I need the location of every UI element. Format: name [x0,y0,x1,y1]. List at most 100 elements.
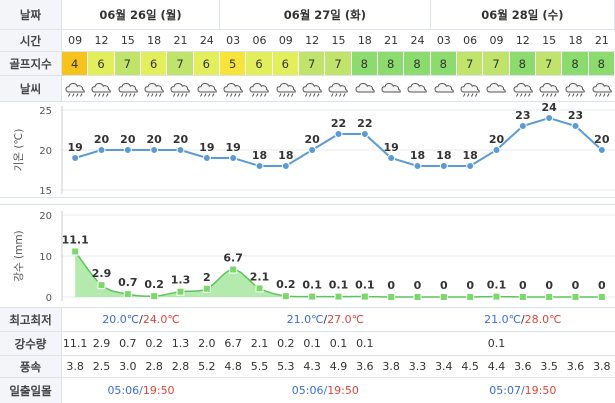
sun-cell: 05:07/19:50 [431,378,615,403]
temperature-point [123,146,132,154]
rain-data-label: 2.9 [92,267,112,280]
golf-index-cell: 7 [457,52,484,75]
golf-index-cell: 8 [378,52,405,75]
temperature-data-label: 19 [384,141,399,154]
temperature-data-label: 22 [331,117,346,130]
rain-amount-cell [404,332,430,355]
temperature-data-label: 20 [120,133,136,146]
minmax-cells: 20.0℃/24.0℃ 21.0℃/27.0℃ 21.0℃/28.0℃ [62,308,615,331]
temperature-point [413,162,422,170]
y-tick-label: 20 [39,146,52,157]
wind-speed-cell: 3.5 [540,360,558,373]
sunrise-time: 05:06 [107,384,140,397]
temperature-point [597,146,606,154]
wind-speed-cell: 3.6 [566,360,585,373]
cloud-icon [381,82,401,92]
rain-point [466,293,475,301]
wind-speed-cell: 3.4 [435,360,453,373]
wind-speed-cell: 3.0 [119,360,137,373]
rain-amount-label: 강수량 [0,332,62,355]
golf-index-cell: 7 [114,52,141,75]
rain-cloud-icon [328,82,349,97]
temperature-data-label: 20 [94,133,110,146]
golf-index-cell: 8 [351,52,378,75]
golf-index-cell: 6 [193,52,220,75]
weather-cell [352,76,378,101]
rain-cloud-icon [513,82,533,97]
golf-index-cell: 7 [536,52,563,75]
temperature-data-label: 23 [568,109,583,122]
temperature-chart: 기온 (℃) 15 20 25 19 20 20 20 20 19 19 18 18 20 22 22 19 18… [13,102,615,197]
golf-index-label: 골프지수 [0,52,62,75]
rain-data-label: 0 [598,279,606,292]
rain-amount-cell [431,332,457,355]
sun-cells: 05:06/19:50 05:06/19:50 05:07/19:50 [62,378,615,403]
min-temp: 21.0℃ [484,313,521,326]
rain-cloud-icon [91,82,112,97]
hour-cell: 21 [173,34,188,47]
rain-cloud-icon [65,82,85,97]
rain-amount-cell: 6.7 [224,337,242,350]
wind-speed-cell: 3.6 [356,360,374,373]
rain-point [229,265,238,274]
rain-cloud-icon [144,82,164,97]
weather-cell [589,76,615,101]
temperature-point [176,146,185,154]
temperature-point [571,122,580,130]
hour-cell: 24 [410,34,425,47]
day-header: 06월 27일 (화) [220,0,431,29]
temperature-point [518,122,527,130]
weather-cell [483,76,509,101]
rain-amount-cells: 11.1 2.9 0.7 0.2 1.3 2.0 6.7 2.1 0.2 0.1 0.1 0.1 0.1 [62,332,615,355]
weather-label: 날씨 [0,76,62,101]
separator: / [323,313,328,326]
max-temp: 28.0℃ [524,313,562,326]
rain-data-label: 0 [519,279,527,292]
rain-point [176,287,185,296]
wind-speed-cell: 4.4 [487,360,506,373]
rain-data-label: 0 [466,279,474,292]
separator: / [520,313,525,326]
wind-speed-cell: 3.3 [408,360,427,373]
cloud-icon [434,82,454,92]
temperature-chart-row: 기온 (℃) 15 20 25 19 20 20 20 20 19 19 18 18 20 22 22 19 18… [0,102,615,198]
rain-amount-cell [562,332,588,355]
rain-amount-cell: 2.1 [250,337,269,350]
rain-point [123,290,132,299]
temperature-axis-title: 기온 (℃) [13,129,25,172]
temperature-data-label: 19 [199,141,214,154]
sunset-time: 19:50 [142,384,175,397]
sun-cell: 05:06/19:50 [220,378,431,403]
wind-speed-cell: 5.5 [250,360,269,373]
hour-cell: 15 [331,34,346,47]
rain-point [360,292,369,301]
wind-speed-cell: 4.3 [303,360,321,373]
hour-cell: 09 [489,34,504,47]
hour-cell: 15 [120,34,135,47]
rain-data-label: 11.1 [62,233,89,246]
rain-data-label: 0.1 [487,279,507,292]
weather-cell [510,76,536,101]
rain-point [202,284,211,293]
temperature-point [281,162,290,170]
hour-cell: 06 [463,34,478,47]
rain-data-label: 0 [572,279,580,292]
golf-index-cell: 8 [430,52,457,75]
rain-cloud-icon [592,82,612,97]
golf-index-cell: 6 [88,52,115,75]
temperature-point [202,154,211,162]
cloud-icon [407,82,428,92]
sun-cell: 05:06/19:50 [62,378,220,403]
min-temp: 21.0℃ [286,313,324,326]
day-header: 06월 28일 (수) [431,0,615,29]
rain-point [255,284,264,293]
weather-cell [273,76,299,101]
rain-amount-cell [589,332,615,355]
temperature-point [150,146,159,154]
sunrise-time: 05:06 [291,384,324,397]
separator: / [520,384,525,397]
rain-chart: 강수 (mm) 0 10 20 11.1 2.9 0.7 0.2 1.3 2 6.7 2.1 0.2 0.… [13,211,615,304]
rain-data-label: 0.1 [329,279,349,292]
